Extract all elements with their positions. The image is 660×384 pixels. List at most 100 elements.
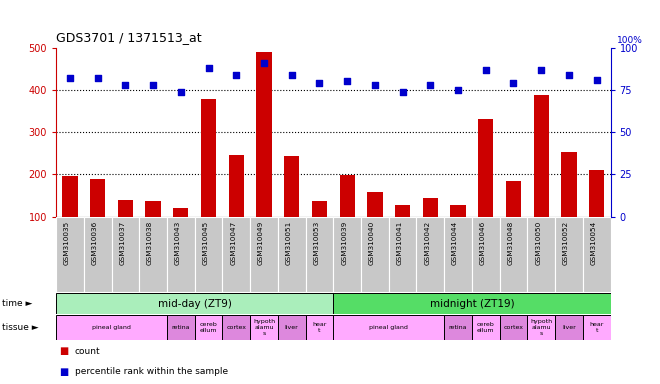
Bar xyxy=(367,192,383,217)
Text: GSM310048: GSM310048 xyxy=(508,220,513,265)
Text: tissue ►: tissue ► xyxy=(2,323,38,332)
Text: GDS3701 / 1371513_at: GDS3701 / 1371513_at xyxy=(56,31,202,44)
Text: ■: ■ xyxy=(59,346,69,356)
Bar xyxy=(62,177,78,217)
Bar xyxy=(583,217,610,292)
Text: GSM310051: GSM310051 xyxy=(286,220,292,265)
Point xyxy=(370,82,380,88)
Bar xyxy=(112,217,139,292)
Bar xyxy=(450,205,466,217)
Bar xyxy=(361,217,389,292)
Text: hypoth
alamu
s: hypoth alamu s xyxy=(530,319,552,336)
Bar xyxy=(312,201,327,217)
Text: cereb
ellum: cereb ellum xyxy=(200,322,217,333)
Text: hear
t: hear t xyxy=(312,322,327,333)
Bar xyxy=(527,217,555,292)
Text: GSM310052: GSM310052 xyxy=(563,220,569,265)
Bar xyxy=(527,315,555,340)
Text: time ►: time ► xyxy=(2,299,32,308)
Point xyxy=(480,66,491,73)
Bar xyxy=(472,217,500,292)
Point xyxy=(231,71,242,78)
Point xyxy=(425,82,436,88)
Text: GSM310050: GSM310050 xyxy=(535,220,541,265)
Bar xyxy=(256,52,272,217)
Text: count: count xyxy=(75,347,100,356)
Bar xyxy=(555,315,583,340)
Point xyxy=(92,75,103,81)
Bar xyxy=(56,217,84,292)
Text: midnight (ZT19): midnight (ZT19) xyxy=(430,298,514,309)
Bar xyxy=(444,217,472,292)
Bar xyxy=(167,315,195,340)
Bar xyxy=(444,315,472,340)
Text: GSM310053: GSM310053 xyxy=(314,220,319,265)
Text: mid-day (ZT9): mid-day (ZT9) xyxy=(158,298,232,309)
Point xyxy=(259,60,269,66)
Text: GSM310044: GSM310044 xyxy=(452,220,458,265)
Bar xyxy=(195,217,222,292)
Bar xyxy=(56,315,167,340)
Text: hear
t: hear t xyxy=(589,322,604,333)
Point xyxy=(148,82,158,88)
Point xyxy=(203,65,214,71)
Point xyxy=(508,80,519,86)
Bar xyxy=(555,217,583,292)
Bar xyxy=(222,315,250,340)
Bar xyxy=(201,99,216,217)
Text: cortex: cortex xyxy=(226,325,246,330)
Bar xyxy=(173,208,189,217)
Bar xyxy=(533,95,549,217)
Point xyxy=(397,88,408,94)
Bar xyxy=(284,156,300,217)
Text: hypoth
alamu
s: hypoth alamu s xyxy=(253,319,275,336)
Text: pineal gland: pineal gland xyxy=(92,325,131,330)
Bar xyxy=(478,119,494,217)
Point xyxy=(176,88,186,94)
Bar xyxy=(306,315,333,340)
Text: cortex: cortex xyxy=(504,325,523,330)
Point xyxy=(536,66,546,73)
Bar xyxy=(422,199,438,217)
Bar xyxy=(117,200,133,217)
Text: liver: liver xyxy=(285,325,298,330)
Bar xyxy=(333,293,610,314)
Text: retina: retina xyxy=(172,325,190,330)
Point xyxy=(342,78,352,84)
Bar xyxy=(306,217,333,292)
Bar xyxy=(250,217,278,292)
Bar xyxy=(333,217,361,292)
Text: GSM310036: GSM310036 xyxy=(92,220,98,265)
Text: GSM310049: GSM310049 xyxy=(258,220,264,265)
Bar xyxy=(589,170,605,217)
Text: GSM310041: GSM310041 xyxy=(397,220,403,265)
Bar xyxy=(472,315,500,340)
Text: GSM310043: GSM310043 xyxy=(175,220,181,265)
Bar xyxy=(389,217,416,292)
Bar xyxy=(278,315,306,340)
Bar xyxy=(195,315,222,340)
Point xyxy=(564,71,574,78)
Bar xyxy=(222,217,250,292)
Text: GSM310054: GSM310054 xyxy=(591,220,597,265)
Text: retina: retina xyxy=(449,325,467,330)
Text: percentile rank within the sample: percentile rank within the sample xyxy=(75,367,228,376)
Point xyxy=(453,87,463,93)
Bar xyxy=(56,293,333,314)
Text: GSM310040: GSM310040 xyxy=(369,220,375,265)
Point xyxy=(120,82,131,88)
Point xyxy=(65,75,75,81)
Bar xyxy=(139,217,167,292)
Point xyxy=(286,71,297,78)
Text: 100%: 100% xyxy=(618,36,643,45)
Bar xyxy=(339,175,355,217)
Point xyxy=(591,77,602,83)
Bar xyxy=(145,201,161,217)
Bar xyxy=(278,217,306,292)
Bar xyxy=(583,315,610,340)
Text: cereb
ellum: cereb ellum xyxy=(477,322,494,333)
Text: GSM310038: GSM310038 xyxy=(147,220,153,265)
Text: GSM310047: GSM310047 xyxy=(230,220,236,265)
Bar xyxy=(90,179,106,217)
Text: ■: ■ xyxy=(59,367,69,377)
